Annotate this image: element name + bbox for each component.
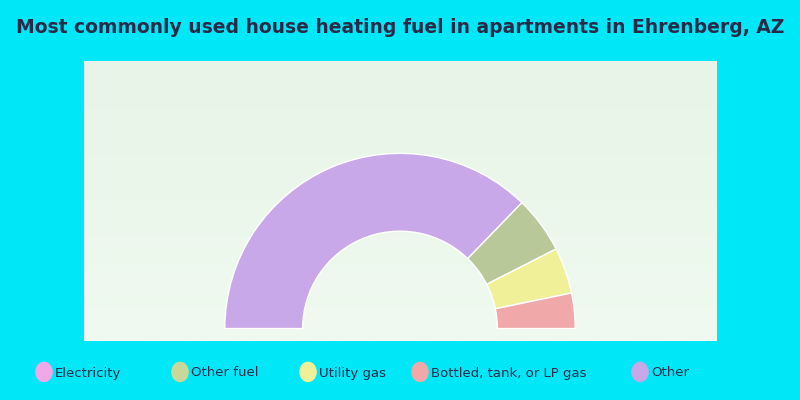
Text: Other: Other [651,366,690,380]
Ellipse shape [171,362,189,382]
Text: Electricity: Electricity [55,366,122,380]
Ellipse shape [299,362,317,382]
Wedge shape [468,203,556,284]
Wedge shape [225,153,522,328]
Ellipse shape [35,362,53,382]
Text: Bottled, tank, or LP gas: Bottled, tank, or LP gas [431,366,586,380]
Wedge shape [495,293,575,328]
Text: Utility gas: Utility gas [319,366,386,380]
Text: Most commonly used house heating fuel in apartments in Ehrenberg, AZ: Most commonly used house heating fuel in… [16,18,784,37]
Wedge shape [486,249,571,309]
Ellipse shape [631,362,649,382]
Ellipse shape [411,362,429,382]
Text: Other fuel: Other fuel [191,366,258,380]
